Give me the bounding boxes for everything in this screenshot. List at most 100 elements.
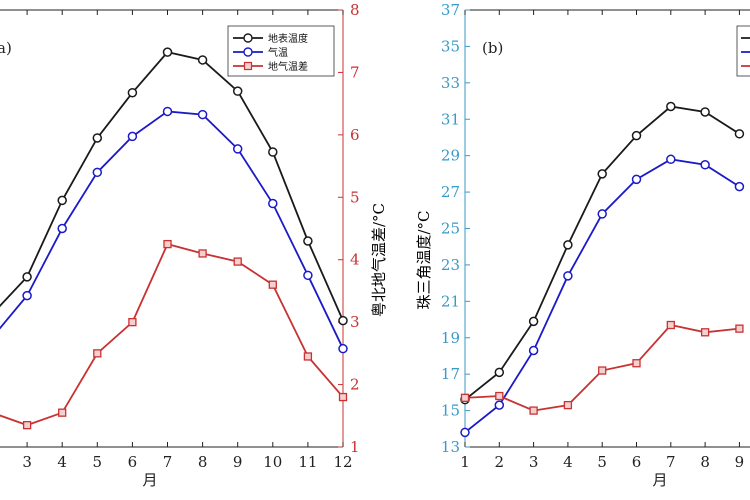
panel-b-data-point (597, 209, 607, 219)
panel-a-data-point (92, 133, 103, 143)
panel-a-data-point (268, 147, 278, 157)
panel-b-data-point (700, 328, 710, 337)
panel-b-data-point (563, 271, 573, 281)
panel-b-x-tick-label: 7 (666, 453, 676, 471)
panel-b-y-tick-label: 29 (441, 147, 460, 165)
panel-b-x-tick-label: 2 (495, 453, 505, 471)
panel-b-data-point (563, 240, 573, 250)
panel-a-plot-area: 2345678910111212345678 (0, 1, 360, 471)
panel-a-series-line (0, 243, 344, 427)
panel-b-series-line (464, 105, 740, 401)
panel-a-data-point (268, 198, 278, 209)
panel-a-x-tick-label: 9 (233, 453, 243, 471)
panel-b-data-point (734, 129, 745, 139)
panel-a-data-point (162, 106, 173, 117)
panel-b-x-tick-label: 1 (460, 453, 470, 471)
panel-b-data-point (700, 107, 710, 117)
panel-a-series-line (0, 51, 344, 321)
panel-b-y-tick-label: 21 (441, 292, 460, 310)
panel-a-data-point (57, 195, 67, 206)
panel-a-right-tick-label: 7 (350, 63, 360, 81)
panel-b-y-tick-label: 35 (441, 37, 460, 55)
panel-a-data-point (163, 239, 172, 249)
panel-a-right-tick-label: 6 (350, 126, 360, 144)
panel-b-x-tick-label: 3 (529, 453, 539, 471)
panel-b-data-point (598, 366, 607, 375)
panel-a-data-point (232, 86, 243, 96)
panel-a-right-tick-label: 3 (350, 313, 360, 331)
panel-a-data-point (197, 55, 208, 65)
panel-a-legend-label: 地表温度 (268, 32, 308, 45)
panel-b-data-point (460, 427, 470, 438)
panel-a-data-point (268, 280, 277, 289)
panel-b-y-tick-label: 15 (441, 402, 460, 420)
panel-a-data-point (198, 249, 207, 258)
panel-a-right-tick-label: 8 (350, 1, 360, 19)
panel-a-data-point (127, 87, 138, 98)
panel-b-series-line (464, 158, 740, 434)
panel-b-data-point (700, 160, 710, 170)
panel-a-data-point (22, 290, 32, 301)
panel-a-right-tick-label: 1 (350, 438, 360, 456)
panel-a-right-tick-label: 4 (350, 251, 360, 269)
panel-a-data-point (233, 257, 242, 266)
panel-b-x-tick-label: 4 (563, 453, 573, 471)
panel-a-data-point (232, 144, 243, 154)
panel-b-x-tick-label: 9 (735, 453, 745, 471)
panel-a-legend-marker (243, 61, 253, 71)
panel-b-data-point (631, 130, 642, 141)
panel-a-data-point (22, 420, 32, 430)
panel-b-data-point (666, 320, 675, 330)
panel-b-data-point (528, 345, 539, 356)
panel-a-x-tick-label: 10 (263, 453, 282, 471)
panel-a-right-axis-label: 粤北地气温差/°C (370, 203, 388, 317)
panel-b-data-point (460, 393, 470, 402)
panel-b-x-axis-label: 月 (652, 471, 667, 489)
panel-b-y-tick-label: 37 (441, 1, 460, 19)
panel-a-data-point (127, 131, 138, 142)
panel-a-data-point (92, 167, 103, 178)
panel-b-data-point (734, 181, 745, 192)
panel-b-label: (b) (482, 39, 503, 57)
panel-a-right-tick-label: 2 (350, 376, 360, 394)
panel-b-y-tick-label: 17 (441, 365, 460, 383)
panel-b-y-tick-label: 31 (441, 110, 460, 128)
panel-a-data-point (338, 343, 348, 354)
panel-b-data-point (597, 169, 607, 179)
panel-a-data-point (197, 109, 208, 120)
panel-b-y-tick-label: 19 (441, 329, 460, 347)
panel-a-legend-label: 地气温差 (268, 60, 308, 73)
panel-a-series-line (0, 110, 344, 350)
panel-a-data-point (338, 315, 348, 326)
panel-b-data-point (666, 154, 676, 165)
panel-a-data-point (303, 236, 313, 246)
panel-b-y-tick-label: 13 (441, 438, 460, 456)
panel-b-x-tick-label: 8 (700, 453, 710, 471)
panel-a-data-point (128, 317, 137, 327)
panel-a-x-tick-label: 3 (22, 453, 32, 471)
panel-b-data-point (494, 367, 505, 378)
panel-a-legend-marker (243, 33, 253, 43)
panel-a-x-tick-label: 7 (163, 453, 173, 471)
panel-a-data-point (338, 392, 348, 402)
panel-b-data-point (495, 391, 504, 401)
panel-a-right-tick-label: 5 (350, 188, 360, 206)
panel-a-x-tick-label: 4 (57, 453, 67, 471)
panel-b-data-point (666, 101, 676, 112)
panel-a-data-point (22, 272, 32, 282)
panel-b-y-tick-label: 23 (441, 256, 460, 274)
panel-b-data-point (632, 359, 641, 368)
panel-a-data-point (58, 408, 67, 417)
panel-a-data-point (57, 223, 67, 234)
panel-a-x-tick-label: 6 (128, 453, 138, 471)
panel-a-data-point (303, 270, 313, 281)
panel-a-data-point (303, 352, 313, 361)
panel-a-x-tick-label: 12 (333, 453, 352, 471)
panel-b-data-point (494, 400, 505, 410)
panel-b-data-point (735, 324, 744, 333)
panel-a-x-tick-label: 8 (198, 453, 208, 471)
panel-a-x-tick-label: 5 (93, 453, 103, 471)
